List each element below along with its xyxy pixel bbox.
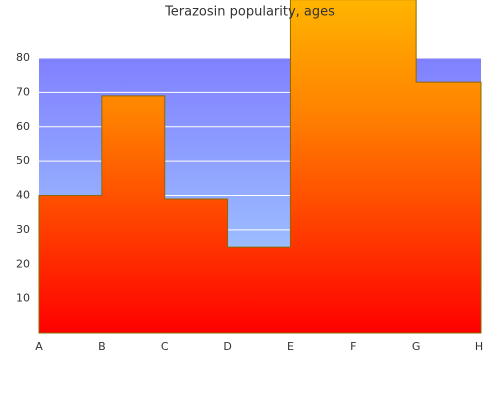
x-tick-label: C: [161, 340, 169, 353]
x-tick-label: B: [98, 340, 106, 353]
x-tick-label: H: [475, 340, 483, 353]
step-area: [38, 0, 482, 334]
y-tick-label: 30: [16, 223, 30, 236]
x-tick-label: F: [350, 340, 356, 353]
x-tick-label: A: [35, 340, 43, 353]
y-tick-label: 40: [16, 189, 30, 202]
x-tick-label: D: [223, 340, 231, 353]
y-tick-label: 70: [16, 85, 30, 98]
y-tick-label: 20: [16, 257, 30, 270]
x-tick-label: E: [287, 340, 294, 353]
y-tick-label: 10: [16, 292, 30, 305]
y-tick-label: 60: [16, 120, 30, 133]
y-tick-label: 50: [16, 154, 30, 167]
y-tick-label: 80: [16, 51, 30, 64]
chart-title: Terazosin popularity, ages: [164, 5, 335, 20]
x-tick-label: G: [412, 340, 421, 353]
